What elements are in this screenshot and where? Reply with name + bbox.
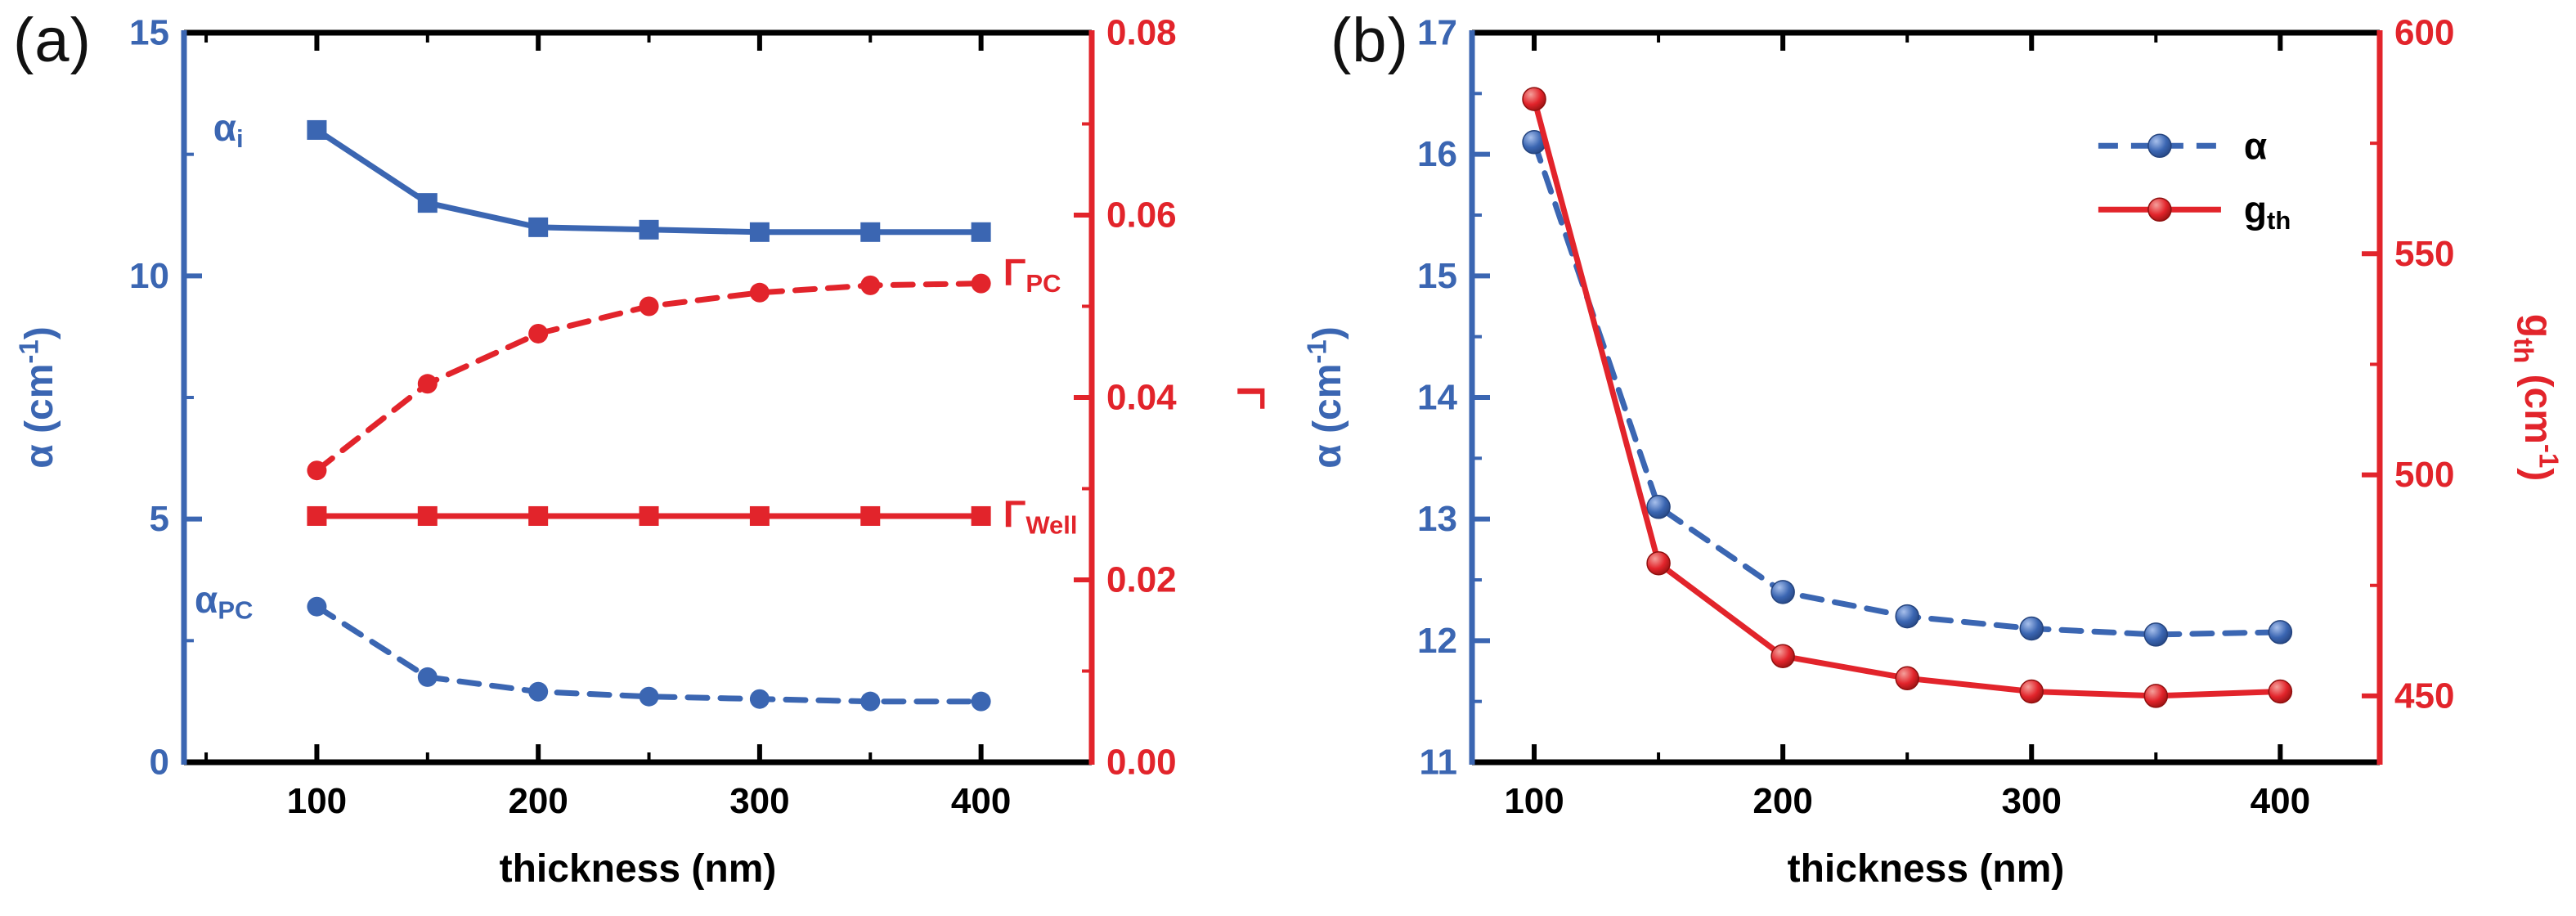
right-tick-label: 0.08: [1106, 13, 1177, 53]
left-tick-label: 16: [1417, 134, 1457, 174]
right-tick-label: 450: [2394, 676, 2454, 716]
x-tick-label: 200: [1752, 781, 1812, 821]
left-tick-label: 15: [129, 13, 169, 53]
right-tick-label: 600: [2394, 13, 2454, 53]
right-tick-label: 500: [2394, 455, 2454, 495]
series-alpha_i: [307, 119, 991, 242]
left-tick-label: 10: [129, 256, 169, 296]
left-tick-label: 0: [150, 743, 169, 783]
x-tick-label: 300: [2002, 781, 2062, 821]
plot-frame: [1469, 29, 2383, 766]
legend: α gth: [2098, 124, 2291, 235]
x-tick-label: 100: [287, 781, 347, 821]
right-tick-label: 0.06: [1106, 195, 1177, 236]
right-tick-label: 0.02: [1106, 560, 1177, 600]
left-tick-label: 15: [1417, 256, 1457, 296]
panel-a: (a) 100 200 300 400 0 5 10 15 0.00 0.02 0.04 0.06 0.…: [13, 6, 1272, 891]
x-tick-label: 400: [951, 781, 1011, 821]
right-axis-title: Γ: [1228, 386, 1272, 410]
axis-ticks: 100 200 300 400 0 5 10 15 0.00 0.02 0.04 0.06 0.08: [129, 13, 1177, 822]
panel-a-label: (a): [13, 6, 92, 75]
label-alpha-PC: αPC: [195, 578, 253, 624]
series-alpha_PC: [307, 596, 991, 712]
right-tick-label: 0.00: [1106, 743, 1177, 783]
left-axis-title: α (cm-1): [1302, 326, 1349, 469]
x-axis-title: thickness (nm): [1788, 847, 2065, 891]
left-tick-label: 17: [1417, 13, 1457, 53]
series-Gamma_PC: [307, 273, 991, 481]
left-tick-label: 5: [150, 499, 169, 539]
right-tick-label: 550: [2394, 234, 2454, 274]
chart-panel-a: 100 200 300 400 0 5 10 15 0.00 0.02 0.04 0.06 0.08 α …: [14, 13, 1272, 891]
legend-g-th: gth: [2244, 188, 2291, 234]
panel-b: (b) 100 200 300 400 11 12 13 14 15 16 17 450 500 550 6…: [1288, 0, 2576, 916]
series-alpha: [1522, 130, 2293, 647]
chart-panel-b: 100 200 300 400 11 12 13 14 15 16 17 450 500 550 600 α …: [1302, 13, 2565, 891]
right-axis-title: gth (cm-1): [2509, 314, 2565, 482]
panel-b-label: (b): [1331, 6, 1409, 75]
label-Gamma-Well: ΓWell: [1003, 493, 1078, 539]
x-tick-label: 400: [2251, 781, 2310, 821]
left-tick-label: 14: [1417, 378, 1457, 418]
series-g_th: [1522, 87, 2293, 708]
x-tick-label: 300: [729, 781, 789, 821]
legend-alpha: α: [2244, 124, 2267, 167]
right-tick-label: 0.04: [1106, 378, 1177, 418]
x-axis-title: thickness (nm): [500, 847, 777, 891]
series-Gamma_Well: [307, 505, 991, 526]
x-tick-label: 200: [508, 781, 568, 821]
left-tick-label: 12: [1417, 621, 1457, 661]
plot-frame: [181, 29, 1095, 766]
axis-ticks: 100 200 300 400 11 12 13 14 15 16 17 450 500 550 600: [1417, 13, 2454, 822]
left-axis-title: α (cm-1): [14, 326, 61, 469]
label-alpha-i: αi: [213, 106, 244, 152]
left-tick-label: 13: [1417, 499, 1457, 539]
label-Gamma-PC: ΓPC: [1003, 251, 1061, 297]
x-tick-label: 100: [1504, 781, 1564, 821]
left-tick-label: 11: [1419, 743, 1457, 783]
